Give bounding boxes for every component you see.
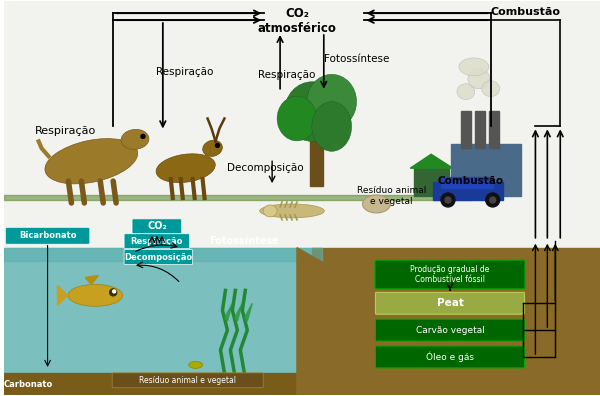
Text: Bicarbonato: Bicarbonato [19, 231, 76, 240]
Ellipse shape [263, 205, 277, 217]
Text: Decomposição: Decomposição [124, 253, 192, 262]
Text: CO₂
atmosférico: CO₂ atmosférico [257, 7, 337, 35]
Polygon shape [224, 303, 232, 321]
Bar [451, 145, 521, 196]
Bar [441, 177, 493, 188]
Bar [433, 182, 503, 200]
Ellipse shape [260, 204, 324, 218]
FancyBboxPatch shape [5, 227, 90, 244]
Polygon shape [235, 303, 242, 321]
Bar [4, 248, 322, 395]
Text: Produção gradual de
Combustível fóssil: Produção gradual de Combustível fóssil [410, 265, 490, 284]
Circle shape [110, 289, 116, 296]
Text: Combustão: Combustão [490, 7, 560, 17]
Ellipse shape [203, 140, 223, 156]
Bar [4, 1, 600, 266]
Bar [489, 110, 499, 148]
Ellipse shape [68, 284, 122, 306]
Text: CO₂: CO₂ [147, 221, 167, 231]
Ellipse shape [188, 362, 203, 368]
Ellipse shape [156, 154, 215, 183]
Ellipse shape [312, 102, 352, 151]
Bar [312, 248, 600, 395]
Circle shape [141, 134, 145, 138]
Bar [4, 258, 471, 266]
FancyBboxPatch shape [375, 260, 525, 289]
Text: Decomposição: Decomposição [227, 163, 304, 173]
Bar [4, 249, 471, 268]
FancyBboxPatch shape [124, 234, 190, 249]
Ellipse shape [482, 81, 500, 97]
Circle shape [215, 143, 220, 147]
Ellipse shape [459, 58, 489, 76]
FancyBboxPatch shape [124, 249, 193, 265]
Text: Resíduo animal
e vegetal: Resíduo animal e vegetal [356, 186, 426, 206]
Text: Respiração: Respiração [35, 126, 96, 137]
Text: Carvão vegetal: Carvão vegetal [416, 326, 484, 335]
Bar [4, 248, 322, 261]
Bar [4, 195, 471, 200]
Ellipse shape [45, 139, 137, 184]
Text: Respiração: Respiração [259, 70, 316, 80]
Text: Óleo e gás: Óleo e gás [426, 352, 474, 362]
FancyBboxPatch shape [112, 373, 263, 388]
Text: Carbonato: Carbonato [4, 380, 53, 389]
Bar [461, 110, 471, 148]
Ellipse shape [307, 74, 356, 129]
Ellipse shape [457, 84, 475, 100]
Circle shape [441, 193, 455, 207]
FancyBboxPatch shape [376, 346, 524, 368]
Ellipse shape [277, 96, 317, 141]
Polygon shape [410, 154, 453, 168]
Text: Peat: Peat [437, 298, 463, 308]
Polygon shape [85, 276, 98, 284]
Bar [414, 168, 449, 196]
Circle shape [490, 197, 496, 203]
Text: Resíduo animal e vegetal: Resíduo animal e vegetal [139, 376, 236, 385]
Polygon shape [58, 286, 67, 305]
Bar [4, 373, 322, 395]
Ellipse shape [121, 129, 149, 149]
Text: Fotossíntese: Fotossíntese [209, 236, 279, 246]
Circle shape [113, 290, 116, 293]
Ellipse shape [284, 82, 339, 141]
FancyBboxPatch shape [132, 219, 182, 234]
Bar [310, 126, 323, 186]
Text: Combustão: Combustão [438, 176, 504, 186]
Text: Fotossíntese: Fotossíntese [324, 54, 389, 64]
Ellipse shape [468, 69, 490, 89]
Polygon shape [297, 248, 332, 395]
Text: Respiração: Respiração [156, 67, 214, 77]
FancyBboxPatch shape [376, 319, 524, 341]
Text: Respiração: Respiração [131, 237, 183, 246]
FancyBboxPatch shape [376, 292, 524, 314]
Polygon shape [244, 303, 252, 321]
Bar [475, 110, 485, 148]
Circle shape [486, 193, 500, 207]
Ellipse shape [362, 195, 391, 213]
Circle shape [445, 197, 451, 203]
